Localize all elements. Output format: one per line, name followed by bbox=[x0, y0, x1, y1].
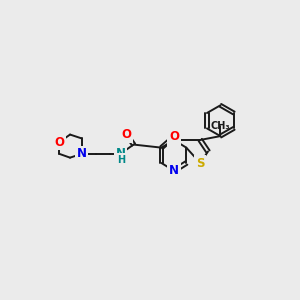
Text: CH₃: CH₃ bbox=[211, 121, 230, 131]
Text: S: S bbox=[196, 157, 205, 169]
Text: N: N bbox=[116, 147, 125, 160]
Text: H: H bbox=[117, 155, 125, 165]
Text: O: O bbox=[54, 136, 64, 149]
Text: N: N bbox=[169, 164, 179, 177]
Text: N: N bbox=[77, 147, 87, 160]
Text: N: N bbox=[169, 134, 179, 146]
Text: O: O bbox=[122, 128, 132, 141]
Text: O: O bbox=[169, 130, 179, 143]
